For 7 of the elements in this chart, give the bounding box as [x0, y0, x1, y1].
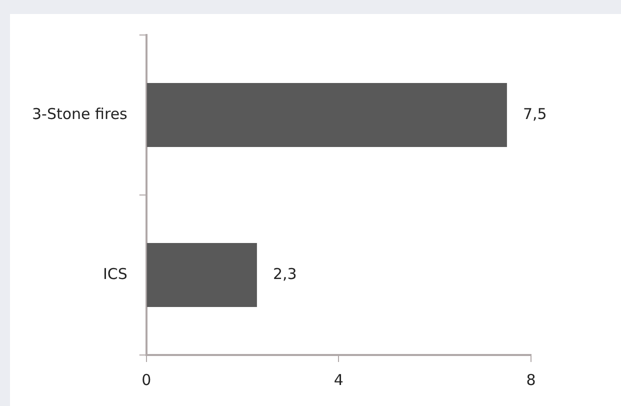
y-tick-label: ICS [102, 264, 128, 283]
y-tick-label: 3-Stone fires [32, 104, 128, 123]
data-label: 2,3 [272, 264, 297, 283]
x-tick-label: 0 [142, 370, 152, 389]
data-label: 7,5 [522, 104, 547, 123]
x-tick-label: 4 [334, 370, 344, 389]
x-tick-label: 8 [526, 370, 536, 389]
